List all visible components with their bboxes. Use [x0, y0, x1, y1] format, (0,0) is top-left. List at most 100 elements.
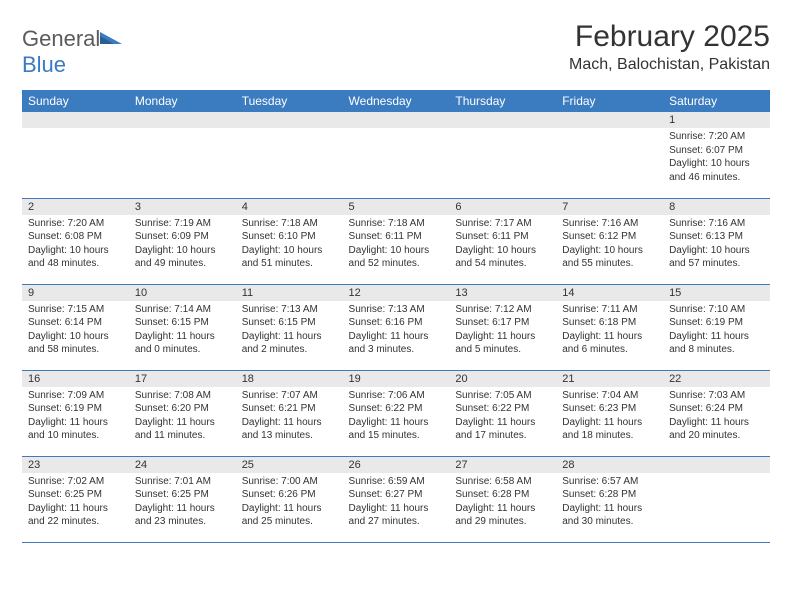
day-data: Sunrise: 7:14 AMSunset: 6:15 PMDaylight:…: [129, 301, 236, 361]
calendar-cell: 10Sunrise: 7:14 AMSunset: 6:15 PMDayligh…: [129, 284, 236, 370]
day-data: Sunrise: 7:20 AMSunset: 6:08 PMDaylight:…: [22, 215, 129, 275]
title-block: February 2025 Mach, Balochistan, Pakista…: [569, 20, 770, 74]
day-number: 20: [449, 371, 556, 387]
weekday-header: Monday: [129, 90, 236, 112]
day-data: Sunrise: 7:15 AMSunset: 6:14 PMDaylight:…: [22, 301, 129, 361]
logo-text: General Blue: [22, 26, 122, 78]
calendar-cell: 19Sunrise: 7:06 AMSunset: 6:22 PMDayligh…: [343, 370, 450, 456]
day-data: Sunrise: 7:02 AMSunset: 6:25 PMDaylight:…: [22, 473, 129, 533]
calendar-cell: 27Sunrise: 6:58 AMSunset: 6:28 PMDayligh…: [449, 456, 556, 542]
day-number: 27: [449, 457, 556, 473]
day-data: Sunrise: 7:01 AMSunset: 6:25 PMDaylight:…: [129, 473, 236, 533]
day-data: Sunrise: 7:18 AMSunset: 6:10 PMDaylight:…: [236, 215, 343, 275]
day-data: Sunrise: 7:09 AMSunset: 6:19 PMDaylight:…: [22, 387, 129, 447]
day-data: Sunrise: 7:07 AMSunset: 6:21 PMDaylight:…: [236, 387, 343, 447]
weekday-header: Sunday: [22, 90, 129, 112]
day-number: 16: [22, 371, 129, 387]
day-number: [556, 112, 663, 128]
day-data: [236, 128, 343, 134]
weekday-header: Saturday: [663, 90, 770, 112]
day-number: 2: [22, 199, 129, 215]
day-data: Sunrise: 7:16 AMSunset: 6:12 PMDaylight:…: [556, 215, 663, 275]
day-number: [663, 457, 770, 473]
calendar-cell: 22Sunrise: 7:03 AMSunset: 6:24 PMDayligh…: [663, 370, 770, 456]
day-data: Sunrise: 6:58 AMSunset: 6:28 PMDaylight:…: [449, 473, 556, 533]
day-number: 13: [449, 285, 556, 301]
day-number: 19: [343, 371, 450, 387]
day-data: Sunrise: 7:17 AMSunset: 6:11 PMDaylight:…: [449, 215, 556, 275]
calendar-cell: 17Sunrise: 7:08 AMSunset: 6:20 PMDayligh…: [129, 370, 236, 456]
brand-logo: General Blue: [22, 20, 122, 78]
weekday-header: Wednesday: [343, 90, 450, 112]
day-number: 11: [236, 285, 343, 301]
calendar-cell: 7Sunrise: 7:16 AMSunset: 6:12 PMDaylight…: [556, 198, 663, 284]
calendar-row: 9Sunrise: 7:15 AMSunset: 6:14 PMDaylight…: [22, 284, 770, 370]
day-number: 9: [22, 285, 129, 301]
calendar-cell: 23Sunrise: 7:02 AMSunset: 6:25 PMDayligh…: [22, 456, 129, 542]
day-data: Sunrise: 7:08 AMSunset: 6:20 PMDaylight:…: [129, 387, 236, 447]
calendar-row: 1Sunrise: 7:20 AMSunset: 6:07 PMDaylight…: [22, 112, 770, 198]
day-number: 12: [343, 285, 450, 301]
day-number: [449, 112, 556, 128]
day-number: 25: [236, 457, 343, 473]
day-data: [22, 128, 129, 134]
calendar-header-row: SundayMondayTuesdayWednesdayThursdayFrid…: [22, 90, 770, 112]
calendar-cell: [343, 112, 450, 198]
logo-word1: General: [22, 26, 100, 51]
calendar-cell: [449, 112, 556, 198]
calendar-cell: [236, 112, 343, 198]
calendar-cell: 18Sunrise: 7:07 AMSunset: 6:21 PMDayligh…: [236, 370, 343, 456]
day-number: 1: [663, 112, 770, 128]
day-data: Sunrise: 7:16 AMSunset: 6:13 PMDaylight:…: [663, 215, 770, 275]
day-number: 28: [556, 457, 663, 473]
day-data: Sunrise: 7:13 AMSunset: 6:15 PMDaylight:…: [236, 301, 343, 361]
day-number: 7: [556, 199, 663, 215]
calendar-row: 23Sunrise: 7:02 AMSunset: 6:25 PMDayligh…: [22, 456, 770, 542]
calendar-page: General Blue February 2025 Mach, Balochi…: [0, 0, 792, 553]
calendar-body: 1Sunrise: 7:20 AMSunset: 6:07 PMDaylight…: [22, 112, 770, 542]
day-data: [449, 128, 556, 134]
day-number: 21: [556, 371, 663, 387]
calendar-cell: 24Sunrise: 7:01 AMSunset: 6:25 PMDayligh…: [129, 456, 236, 542]
weekday-header: Thursday: [449, 90, 556, 112]
day-data: Sunrise: 7:00 AMSunset: 6:26 PMDaylight:…: [236, 473, 343, 533]
calendar-cell: 16Sunrise: 7:09 AMSunset: 6:19 PMDayligh…: [22, 370, 129, 456]
calendar-cell: 26Sunrise: 6:59 AMSunset: 6:27 PMDayligh…: [343, 456, 450, 542]
day-number: [236, 112, 343, 128]
day-number: 15: [663, 285, 770, 301]
day-number: [343, 112, 450, 128]
day-data: Sunrise: 7:19 AMSunset: 6:09 PMDaylight:…: [129, 215, 236, 275]
day-number: 26: [343, 457, 450, 473]
calendar-cell: [22, 112, 129, 198]
calendar-cell: 6Sunrise: 7:17 AMSunset: 6:11 PMDaylight…: [449, 198, 556, 284]
day-data: Sunrise: 7:04 AMSunset: 6:23 PMDaylight:…: [556, 387, 663, 447]
day-data: [663, 473, 770, 479]
weekday-header: Friday: [556, 90, 663, 112]
flag-icon: [100, 30, 122, 51]
calendar-cell: 2Sunrise: 7:20 AMSunset: 6:08 PMDaylight…: [22, 198, 129, 284]
calendar-cell: 14Sunrise: 7:11 AMSunset: 6:18 PMDayligh…: [556, 284, 663, 370]
day-data: Sunrise: 7:05 AMSunset: 6:22 PMDaylight:…: [449, 387, 556, 447]
day-data: Sunrise: 7:10 AMSunset: 6:19 PMDaylight:…: [663, 301, 770, 361]
day-number: [129, 112, 236, 128]
day-data: [343, 128, 450, 134]
calendar-row: 2Sunrise: 7:20 AMSunset: 6:08 PMDaylight…: [22, 198, 770, 284]
logo-word2: Blue: [22, 52, 66, 77]
calendar-cell: [663, 456, 770, 542]
calendar-cell: 12Sunrise: 7:13 AMSunset: 6:16 PMDayligh…: [343, 284, 450, 370]
month-title: February 2025: [569, 20, 770, 54]
calendar-cell: 4Sunrise: 7:18 AMSunset: 6:10 PMDaylight…: [236, 198, 343, 284]
calendar-cell: 11Sunrise: 7:13 AMSunset: 6:15 PMDayligh…: [236, 284, 343, 370]
calendar-cell: 1Sunrise: 7:20 AMSunset: 6:07 PMDaylight…: [663, 112, 770, 198]
calendar-cell: [129, 112, 236, 198]
calendar-cell: 15Sunrise: 7:10 AMSunset: 6:19 PMDayligh…: [663, 284, 770, 370]
day-data: Sunrise: 7:03 AMSunset: 6:24 PMDaylight:…: [663, 387, 770, 447]
day-data: Sunrise: 7:13 AMSunset: 6:16 PMDaylight:…: [343, 301, 450, 361]
day-data: Sunrise: 7:12 AMSunset: 6:17 PMDaylight:…: [449, 301, 556, 361]
day-number: 23: [22, 457, 129, 473]
day-number: 22: [663, 371, 770, 387]
weekday-header: Tuesday: [236, 90, 343, 112]
calendar-cell: 8Sunrise: 7:16 AMSunset: 6:13 PMDaylight…: [663, 198, 770, 284]
day-number: 6: [449, 199, 556, 215]
calendar-cell: 21Sunrise: 7:04 AMSunset: 6:23 PMDayligh…: [556, 370, 663, 456]
